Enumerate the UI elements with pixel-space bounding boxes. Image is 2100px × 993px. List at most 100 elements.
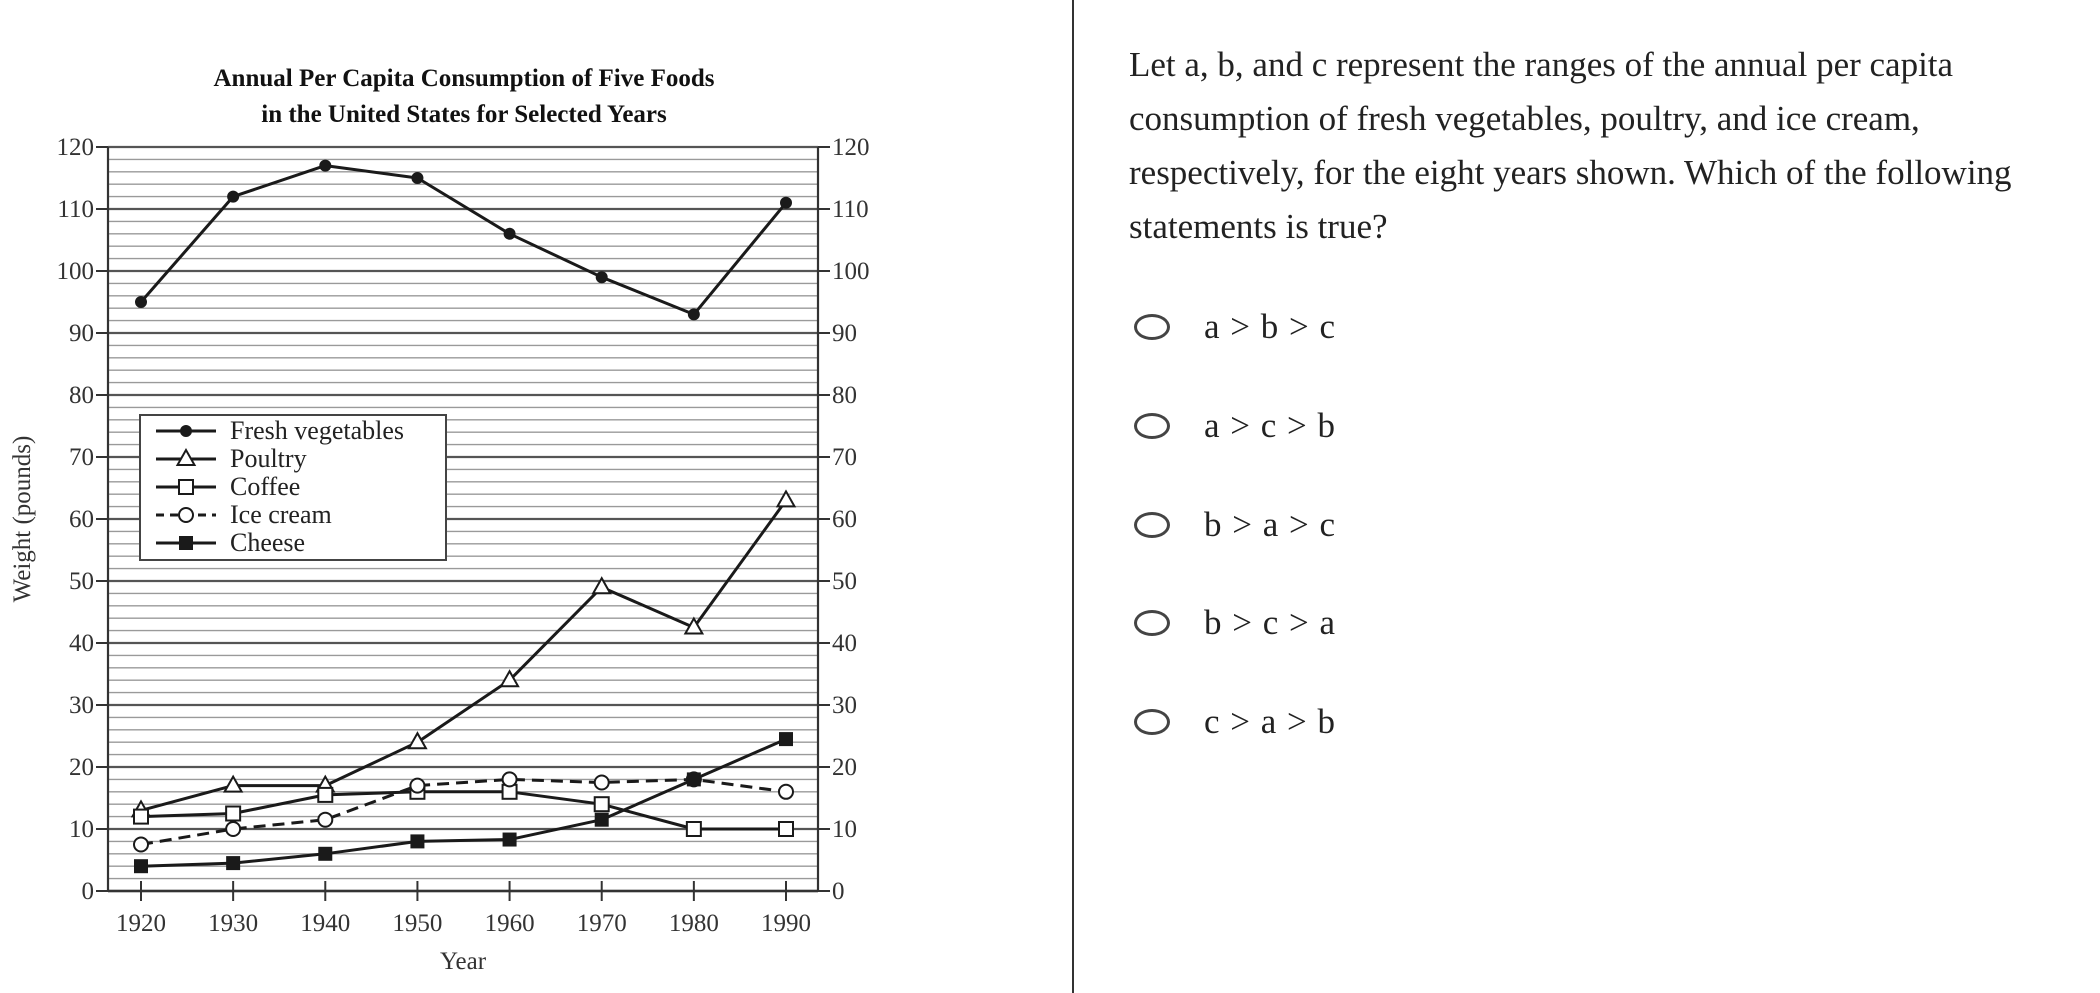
- chart-title-line2: in the United States for Selected Years: [261, 101, 667, 128]
- open-circle-marker-icon: [593, 774, 610, 791]
- series-ice-cream: [133, 771, 794, 853]
- y-tick-label-left: 20: [69, 754, 94, 781]
- question-pane: Let a, b, and c represent the ranges of …: [1074, 0, 2100, 993]
- x-tick-label: 1970: [577, 910, 627, 937]
- filled-circle-marker-icon: [411, 172, 424, 184]
- radio-button-icon[interactable]: [1134, 314, 1170, 340]
- chart-title-line1: Annual Per Capita Consumption of Five Fo…: [214, 65, 715, 92]
- legend-label: Poultry: [230, 444, 307, 473]
- y-tick-label-right: 10: [832, 816, 857, 843]
- open-circle-marker-icon: [409, 777, 426, 794]
- chart-axes: 0 0 10 10 20 20 30 30 40 40 50 50 60 60 70 70 80 80 90 90 10…: [57, 134, 870, 937]
- option-label: a > c > b: [1204, 406, 1337, 445]
- answer-option-4[interactable]: b > c > a: [1134, 598, 1336, 648]
- filled-square-marker-icon: [410, 834, 425, 849]
- open-square-marker-icon: [178, 479, 194, 495]
- open-triangle-marker-icon: [775, 489, 797, 508]
- open-triangle-marker-icon: [175, 447, 197, 466]
- option-label: c > a > b: [1204, 702, 1337, 741]
- open-square-marker-icon: [778, 821, 794, 837]
- y-tick-label-right: 90: [832, 320, 857, 347]
- open-square-marker-icon: [317, 786, 334, 803]
- series-line: [140, 777, 787, 846]
- open-circle-marker-icon: [501, 771, 518, 788]
- series-fresh-vegetables: [135, 159, 792, 321]
- open-triangle-marker-icon: [407, 731, 428, 750]
- x-tick-label: 1940: [300, 910, 350, 937]
- y-tick-label-left: 70: [69, 444, 94, 471]
- radio-button-icon[interactable]: [1134, 709, 1170, 735]
- y-tick-label-left: 10: [69, 816, 94, 843]
- y-tick-label-left: 120: [57, 134, 95, 161]
- y-tick-label-left: 100: [57, 258, 95, 285]
- filled-square-marker-icon: [318, 846, 333, 861]
- open-circle-marker-icon: [778, 783, 794, 800]
- x-tick-label: 1960: [485, 910, 535, 937]
- x-tick-label: 1950: [392, 910, 442, 937]
- answer-option-1[interactable]: a > b > c: [1134, 302, 1336, 352]
- y-tick-label-right: 60: [832, 506, 857, 533]
- y-tick-label-right: 20: [832, 754, 857, 781]
- filled-circle-marker-icon: [780, 196, 792, 209]
- y-tick-label-right: 0: [832, 878, 845, 905]
- radio-button-icon[interactable]: [1134, 512, 1170, 538]
- pane-divider: [1072, 0, 1074, 993]
- option-label: a > b > c: [1204, 307, 1337, 346]
- open-square-marker-icon: [593, 796, 610, 813]
- answer-option-2[interactable]: a > c > b: [1134, 401, 1336, 451]
- y-axis-label: Weight (pounds): [9, 436, 36, 603]
- line-chart: Annual Per Capita Consumption of Five Fo…: [9, 65, 870, 975]
- filled-circle-marker-icon: [319, 159, 332, 172]
- open-triangle-marker-icon: [499, 669, 520, 688]
- series-cheese: [134, 732, 793, 874]
- y-tick-label-right: 50: [832, 568, 857, 595]
- y-tick-label-left: 110: [57, 196, 94, 223]
- filled-circle-marker-icon: [687, 308, 700, 321]
- open-circle-marker-icon: [178, 507, 194, 523]
- x-axis-label: Year: [440, 948, 487, 975]
- y-tick-label-right: 120: [832, 134, 870, 161]
- open-square-marker-icon: [685, 821, 702, 837]
- option-label: b > c > a: [1204, 603, 1337, 642]
- x-tick-label: 1920: [116, 910, 166, 937]
- y-tick-label-right: 80: [832, 382, 857, 409]
- open-square-marker-icon: [133, 808, 149, 825]
- open-square-marker-icon: [225, 805, 242, 822]
- chart-pane: Annual Per Capita Consumption of Five Fo…: [9, 65, 870, 975]
- open-circle-marker-icon: [133, 836, 149, 853]
- y-tick-label-left: 0: [82, 878, 95, 905]
- open-circle-marker-icon: [317, 811, 334, 828]
- filled-square-marker-icon: [502, 832, 517, 847]
- series-line: [140, 737, 787, 868]
- legend-label: Fresh vegetables: [230, 416, 404, 445]
- radio-button-icon[interactable]: [1134, 610, 1170, 636]
- option-label: b > a > c: [1204, 505, 1337, 544]
- answer-option-5[interactable]: c > a > b: [1134, 697, 1336, 747]
- y-tick-label-right: 40: [832, 630, 857, 657]
- open-circle-marker-icon: [225, 821, 242, 837]
- open-triangle-marker-icon: [683, 616, 705, 635]
- y-tick-label-left: 30: [69, 692, 94, 719]
- x-tick-label: 1980: [669, 910, 719, 937]
- y-tick-label-right: 110: [832, 196, 869, 223]
- series-line: [139, 164, 788, 316]
- filled-square-marker-icon: [179, 536, 193, 550]
- y-tick-label-right: 70: [832, 444, 857, 471]
- radio-button-icon[interactable]: [1134, 413, 1170, 439]
- answer-option-3[interactable]: b > a > c: [1134, 500, 1336, 550]
- filled-circle-marker-icon: [135, 296, 147, 308]
- filled-circle-marker-icon: [503, 227, 516, 240]
- filled-square-marker-icon: [134, 859, 148, 874]
- legend-label: Coffee: [230, 472, 300, 501]
- series-line: [140, 499, 788, 812]
- question-text: Let a, b, and c represent the ranges of …: [1129, 45, 2012, 246]
- y-tick-label-right: 30: [832, 692, 857, 719]
- y-tick-label-right: 100: [832, 258, 870, 285]
- y-tick-label-left: 60: [69, 506, 94, 533]
- y-tick-label-left: 50: [69, 568, 94, 595]
- filled-circle-marker-icon: [180, 425, 192, 437]
- open-triangle-marker-icon: [222, 774, 244, 793]
- legend-label: Ice cream: [230, 500, 332, 529]
- chart-series: [130, 159, 797, 874]
